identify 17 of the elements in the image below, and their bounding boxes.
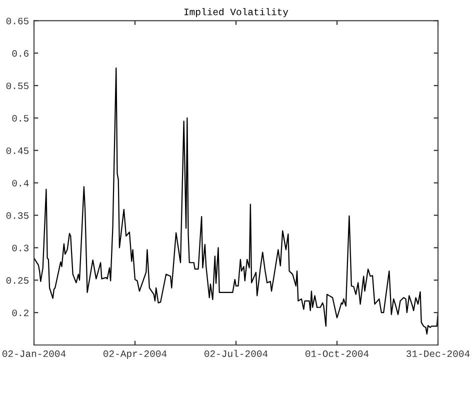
x-tick-label: 02-Apr-2004	[104, 350, 167, 359]
y-tick-label: 0.35	[6, 212, 29, 219]
x-tick-label: 02-Jan-2004	[2, 350, 66, 357]
y-tick-label: 0.2	[12, 310, 28, 316]
y-tick-label: 0.45	[6, 147, 29, 154]
y-tick-label: 0.5	[12, 115, 29, 122]
x-tick-label: 31-Dec-2004	[406, 350, 470, 357]
y-tick-label: 0.6	[12, 50, 29, 57]
x-tick-label: 02-Jul-2004	[204, 350, 268, 357]
y-tick-label: 0.65	[6, 18, 29, 24]
y-tick-label: 0.55	[6, 82, 29, 90]
y-tick-label: 0.25	[6, 277, 29, 284]
x-tick-label: 01-Oct-2004	[306, 350, 369, 357]
y-tick-label: 0.4	[12, 180, 29, 186]
chart-title: Implied Volatility	[184, 8, 288, 18]
y-tick-label: 0.3	[12, 244, 29, 252]
line-series	[34, 67, 438, 335]
